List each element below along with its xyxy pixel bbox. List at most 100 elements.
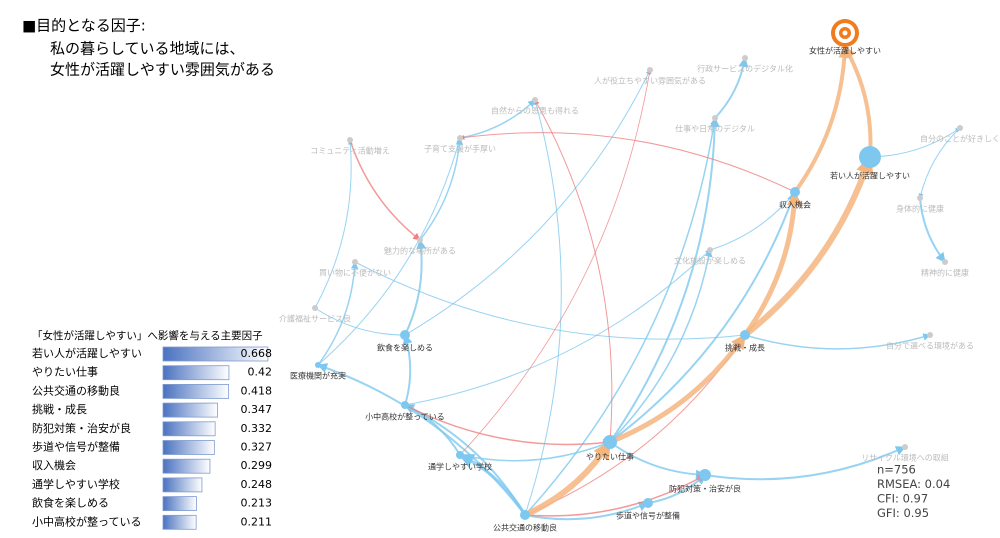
factor-table: 若い人が活躍しやすい 0.668 やりたい仕事 0.42 公共交通の移動良 0.418 挑戦… (32, 346, 273, 530)
row-label: 通学しやすい学校 (32, 477, 120, 491)
bar (162, 458, 211, 474)
node (699, 469, 711, 481)
edge (404, 69, 651, 336)
node (902, 444, 908, 450)
node-label: リサイクル環境への取組 (861, 453, 949, 463)
header-line: 女性が活躍しやすい雰囲気がある (50, 61, 275, 79)
node (859, 146, 881, 168)
node-label: 人が役立ちやすい雰囲気がある (594, 76, 706, 86)
row-value: 0.211 (241, 515, 273, 528)
edge (609, 441, 706, 480)
node (312, 305, 318, 311)
row-value: 0.327 (241, 441, 273, 454)
stat: RMSEA: 0.04 (877, 477, 950, 491)
edge (609, 191, 797, 443)
row-value: 0.248 (241, 478, 273, 491)
node-label: 介護福祉サービス良 (279, 314, 351, 324)
row-value: 0.213 (241, 497, 273, 510)
bar (162, 402, 218, 418)
node (643, 498, 653, 508)
node (790, 187, 800, 197)
header-title: ■目的となる因子: (22, 17, 146, 35)
node-label: 自然からの恩恵も得れる (491, 106, 579, 116)
edge (742, 190, 802, 337)
edge (317, 137, 462, 366)
edge (523, 440, 613, 518)
node-label: 若い人が活躍しやすい (830, 171, 910, 181)
edge (459, 132, 796, 193)
node-label: 挑戦・成長 (725, 343, 765, 353)
row-label: 若い人が活躍しやすい (32, 346, 142, 360)
bar (162, 496, 197, 512)
bar (162, 346, 269, 362)
edges (314, 45, 961, 521)
edge (793, 45, 851, 194)
row-value: 0.668 (241, 347, 273, 360)
edge (402, 334, 413, 406)
node-label: 文化施設が楽しめる (674, 256, 746, 266)
edge (314, 307, 406, 338)
row-label: やりたい仕事 (32, 366, 98, 379)
node-label: 収入機会 (779, 200, 811, 210)
node (352, 259, 358, 265)
node-label: コミュニティ活動増え (310, 146, 390, 156)
node (417, 237, 423, 243)
node-label: 魅力的な場所がある (384, 246, 456, 256)
row-label: 小中高校が整っている (32, 514, 141, 528)
stat: CFI: 0.97 (877, 492, 928, 506)
node (315, 362, 321, 368)
edge (843, 45, 873, 158)
edge (919, 197, 946, 263)
edge (354, 261, 746, 340)
bar (162, 477, 203, 493)
node-label: 自分で選べる環境がある (886, 341, 974, 351)
node-label: 歩道や信号が整備 (616, 511, 680, 521)
row-label: 挑戦・成長 (32, 402, 87, 416)
edge (349, 139, 421, 241)
row-label: 防犯対策・治安が良 (32, 421, 131, 435)
edge (704, 446, 906, 481)
bar (162, 440, 215, 455)
header-line: 私の暮らしている地域には、 (50, 40, 245, 58)
node (400, 330, 410, 340)
edge (524, 501, 649, 521)
edge (419, 137, 464, 241)
node (603, 435, 617, 449)
node-label: 飲食を楽しめる (377, 343, 433, 353)
node (917, 195, 923, 201)
node (647, 67, 653, 73)
node (456, 451, 464, 459)
row-value: 0.42 (248, 366, 273, 379)
edge (404, 249, 711, 406)
node-label: 医療機関が充実 (290, 371, 346, 381)
node (740, 330, 750, 340)
edge (744, 333, 931, 350)
node (942, 259, 948, 265)
node (712, 115, 718, 121)
node-label: 女性が活躍しやすい (809, 46, 881, 56)
edge (404, 239, 427, 336)
node-label: 防犯対策・治安が良 (669, 484, 741, 494)
edge (317, 363, 526, 516)
edge (609, 117, 720, 443)
edge (609, 333, 748, 445)
bar (162, 383, 230, 399)
edge (609, 249, 713, 443)
row-label: 飲食を楽しめる (32, 496, 109, 510)
row-label: 歩道や信号が整備 (32, 440, 120, 454)
row-value: 0.299 (241, 459, 273, 472)
node (457, 135, 463, 141)
node (532, 97, 538, 103)
table-title: 「女性が活躍しやすい」へ影響を与える主要因子 (32, 329, 263, 342)
row-label: 公共交通の移動良 (32, 383, 120, 397)
node (707, 247, 713, 253)
edge (459, 441, 611, 462)
row-value: 0.418 (241, 384, 273, 397)
row-label: 収入機会 (32, 458, 76, 472)
edge (404, 404, 611, 447)
bar (162, 514, 197, 530)
row-value: 0.347 (241, 403, 273, 416)
edge (524, 474, 706, 517)
